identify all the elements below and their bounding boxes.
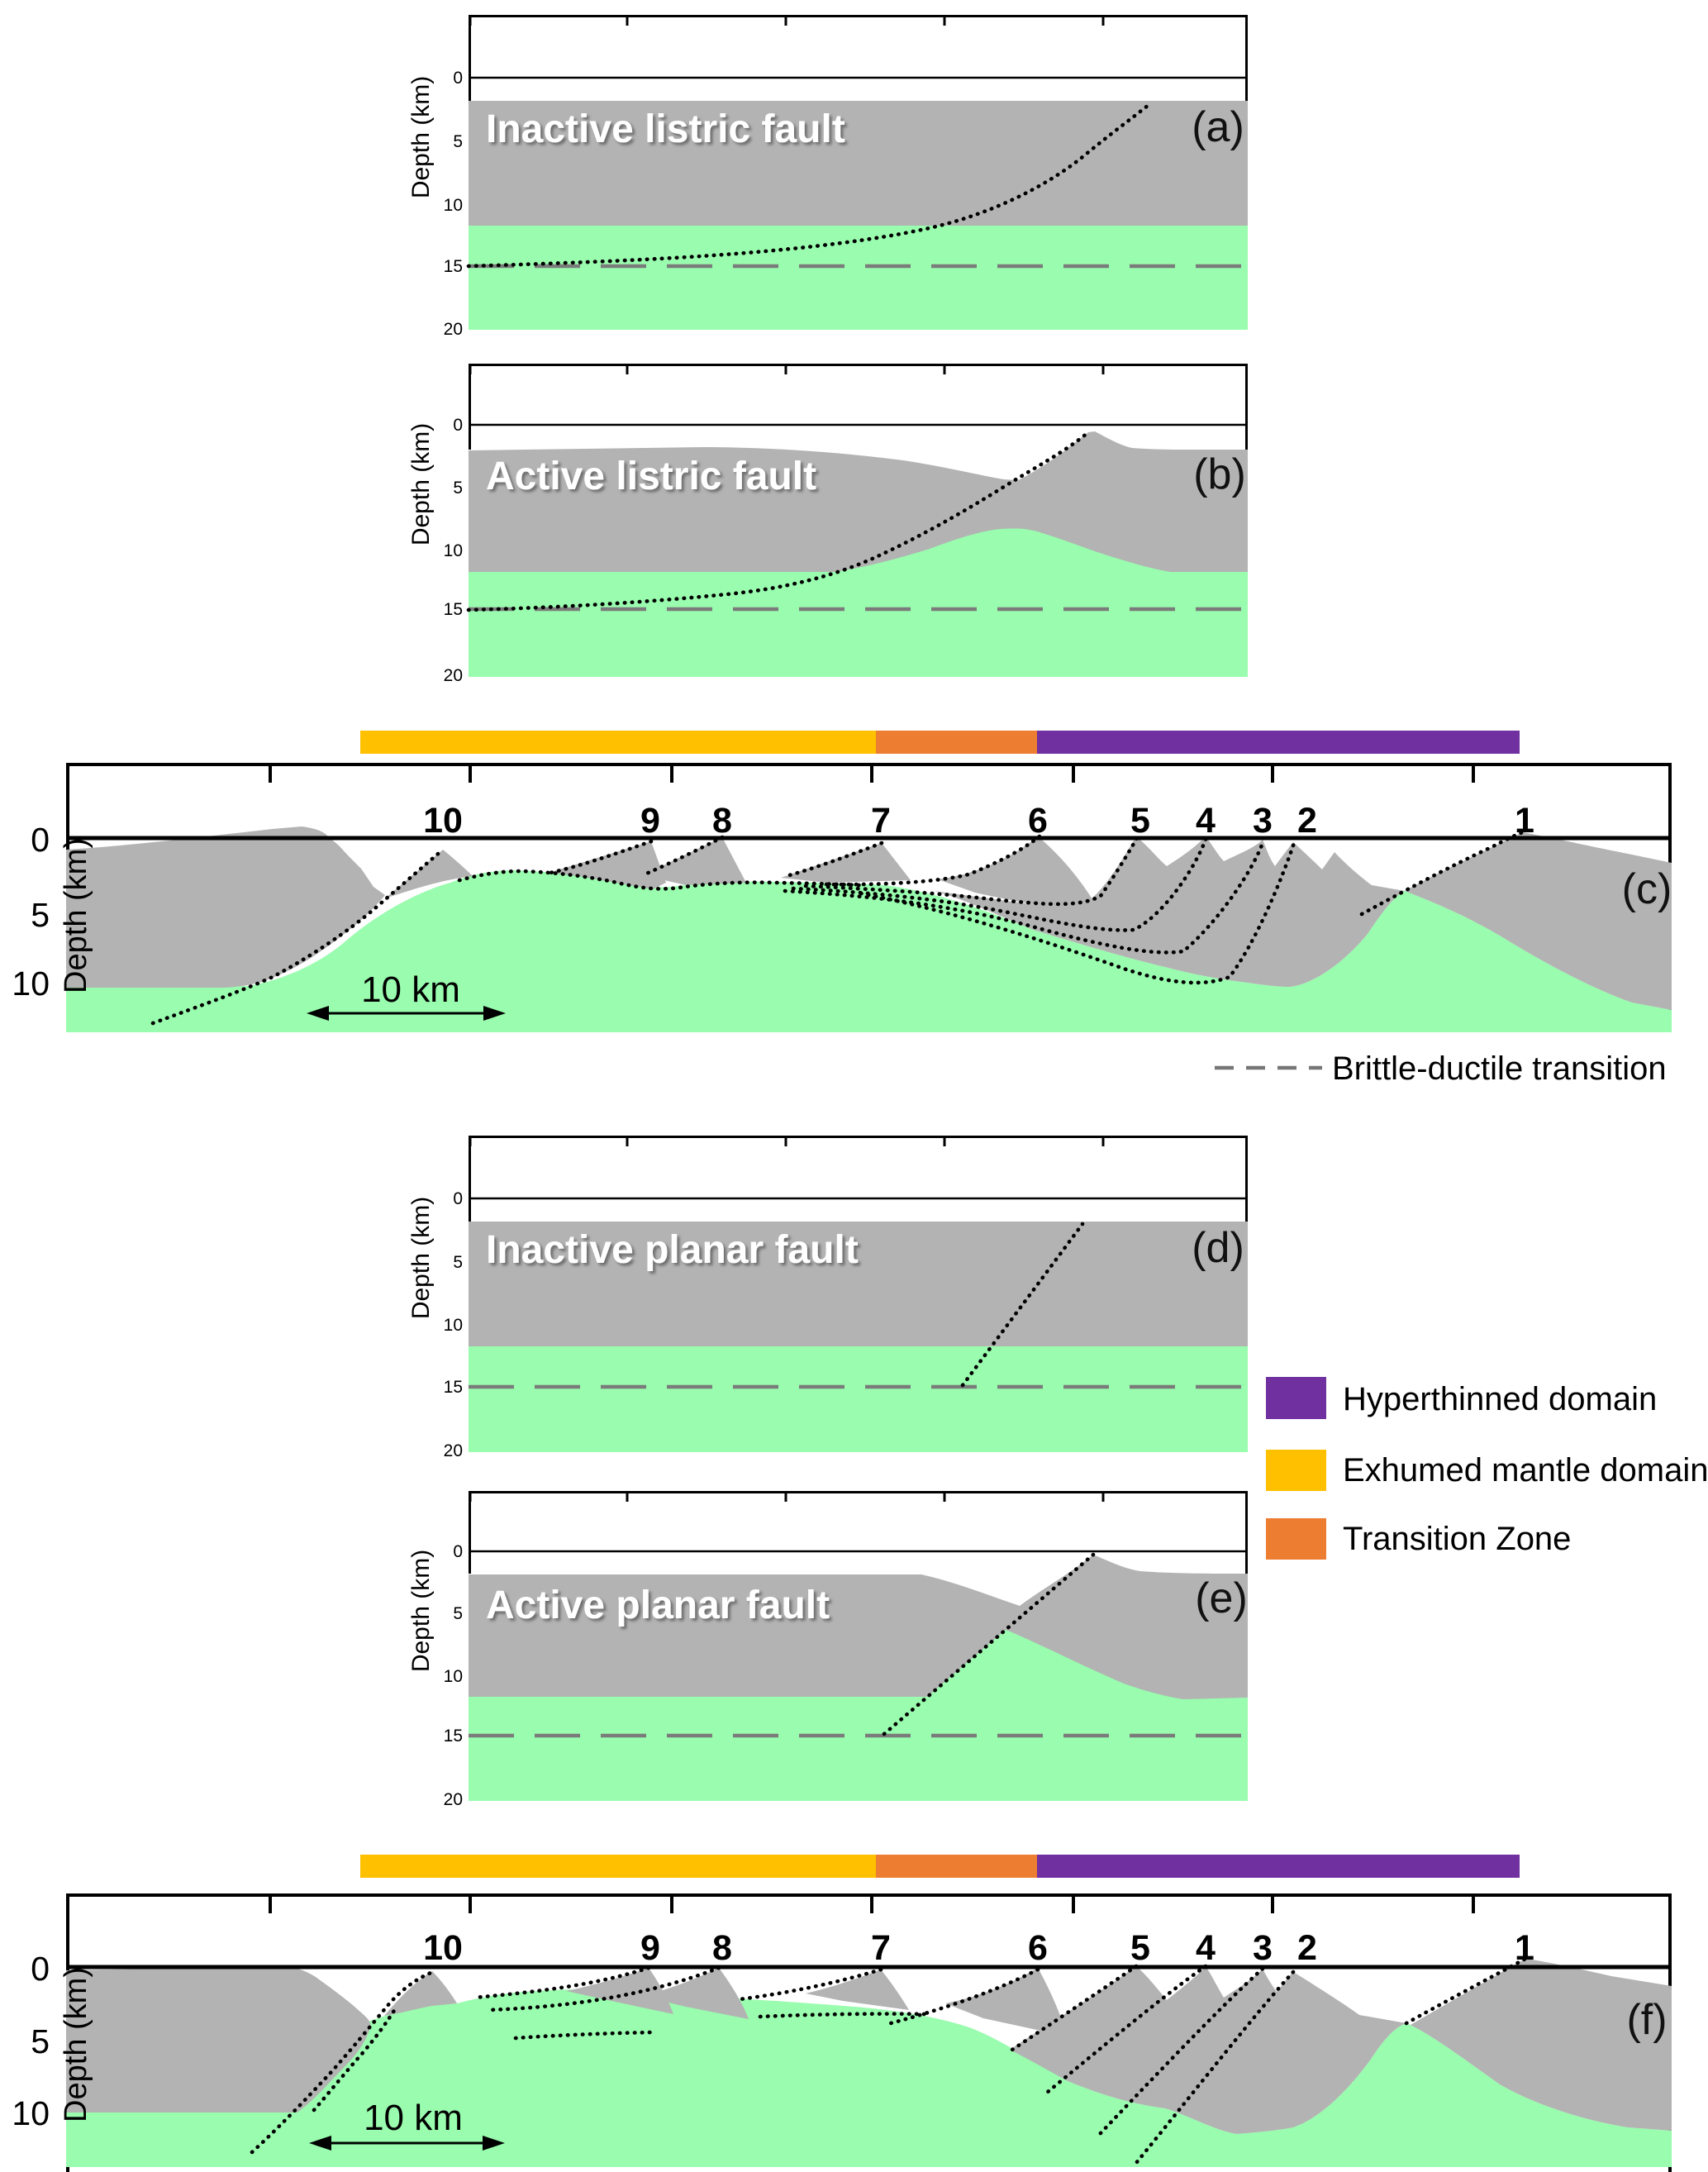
svg-text:15: 15 bbox=[444, 1378, 463, 1397]
svg-text:10: 10 bbox=[444, 541, 463, 560]
svg-text:0: 0 bbox=[31, 821, 50, 859]
svg-text:4: 4 bbox=[1196, 801, 1216, 841]
svg-text:1: 1 bbox=[1515, 1928, 1534, 1968]
svg-text:Depth (km): Depth (km) bbox=[407, 1197, 435, 1319]
svg-text:20: 20 bbox=[444, 666, 463, 685]
svg-text:Depth (km): Depth (km) bbox=[59, 838, 93, 993]
svg-text:10: 10 bbox=[12, 2094, 50, 2132]
svg-text:10 km: 10 km bbox=[361, 969, 460, 1010]
svg-text:5: 5 bbox=[453, 1253, 463, 1272]
svg-text:2: 2 bbox=[1297, 1928, 1317, 1968]
svg-text:20: 20 bbox=[444, 1441, 463, 1460]
svg-text:10 km: 10 km bbox=[364, 2098, 463, 2138]
svg-text:1: 1 bbox=[1515, 801, 1534, 841]
svg-text:6: 6 bbox=[1028, 1928, 1048, 1968]
svg-text:10: 10 bbox=[444, 1316, 463, 1335]
svg-text:5: 5 bbox=[1130, 1928, 1150, 1968]
svg-text:15: 15 bbox=[444, 257, 463, 276]
svg-text:0: 0 bbox=[453, 69, 463, 88]
svg-text:20: 20 bbox=[444, 320, 463, 339]
svg-text:8: 8 bbox=[712, 801, 732, 841]
svg-text:Inactive planar fault: Inactive planar fault bbox=[486, 1228, 859, 1272]
svg-text:20: 20 bbox=[444, 1790, 463, 1809]
svg-text:8: 8 bbox=[712, 1928, 732, 1968]
svg-text:0: 0 bbox=[453, 416, 463, 435]
svg-text:15: 15 bbox=[444, 600, 463, 619]
svg-text:(b): (b) bbox=[1193, 450, 1246, 498]
svg-text:0: 0 bbox=[453, 1542, 463, 1561]
svg-text:Active planar fault: Active planar fault bbox=[486, 1584, 830, 1627]
svg-text:Hyperthinned domain: Hyperthinned domain bbox=[1343, 1381, 1657, 1417]
svg-text:5: 5 bbox=[453, 1604, 463, 1623]
svg-text:3: 3 bbox=[1253, 801, 1273, 841]
svg-text:9: 9 bbox=[640, 801, 660, 841]
svg-text:15: 15 bbox=[444, 1727, 463, 1746]
svg-text:(f): (f) bbox=[1626, 1996, 1667, 2044]
svg-text:7: 7 bbox=[871, 801, 891, 841]
svg-text:Transition Zone: Transition Zone bbox=[1343, 1521, 1571, 1557]
svg-text:3: 3 bbox=[1253, 1928, 1273, 1968]
svg-text:Inactive listric fault: Inactive listric fault bbox=[486, 107, 845, 151]
svg-text:(c): (c) bbox=[1622, 865, 1672, 913]
svg-text:0: 0 bbox=[31, 1950, 50, 1988]
svg-text:Exhumed mantle domain: Exhumed mantle domain bbox=[1343, 1452, 1708, 1488]
svg-text:7: 7 bbox=[871, 1928, 891, 1968]
svg-text:5: 5 bbox=[31, 2022, 50, 2060]
svg-text:0: 0 bbox=[453, 1189, 463, 1208]
svg-text:5: 5 bbox=[453, 479, 463, 498]
svg-text:10: 10 bbox=[12, 965, 50, 1003]
svg-text:9: 9 bbox=[640, 1928, 660, 1968]
svg-text:10: 10 bbox=[423, 801, 463, 841]
svg-text:10: 10 bbox=[444, 196, 463, 215]
svg-text:Depth (km): Depth (km) bbox=[407, 76, 435, 198]
svg-text:Depth (km): Depth (km) bbox=[59, 1967, 93, 2122]
svg-text:Depth (km): Depth (km) bbox=[407, 1550, 435, 1672]
svg-text:2: 2 bbox=[1297, 801, 1317, 841]
svg-text:5: 5 bbox=[31, 896, 50, 934]
svg-text:5: 5 bbox=[453, 132, 463, 151]
svg-text:5: 5 bbox=[1130, 801, 1150, 841]
svg-text:(e): (e) bbox=[1195, 1574, 1248, 1622]
svg-text:4: 4 bbox=[1196, 1928, 1216, 1968]
svg-text:Depth (km): Depth (km) bbox=[407, 423, 435, 545]
svg-text:10: 10 bbox=[423, 1928, 463, 1968]
svg-text:6: 6 bbox=[1028, 801, 1048, 841]
svg-text:Active listric fault: Active listric fault bbox=[486, 455, 816, 498]
svg-text:(a): (a) bbox=[1192, 103, 1244, 151]
svg-text:Brittle-ductile transition: Brittle-ductile transition bbox=[1332, 1050, 1667, 1087]
svg-text:(d): (d) bbox=[1192, 1224, 1244, 1272]
svg-text:10: 10 bbox=[444, 1667, 463, 1686]
